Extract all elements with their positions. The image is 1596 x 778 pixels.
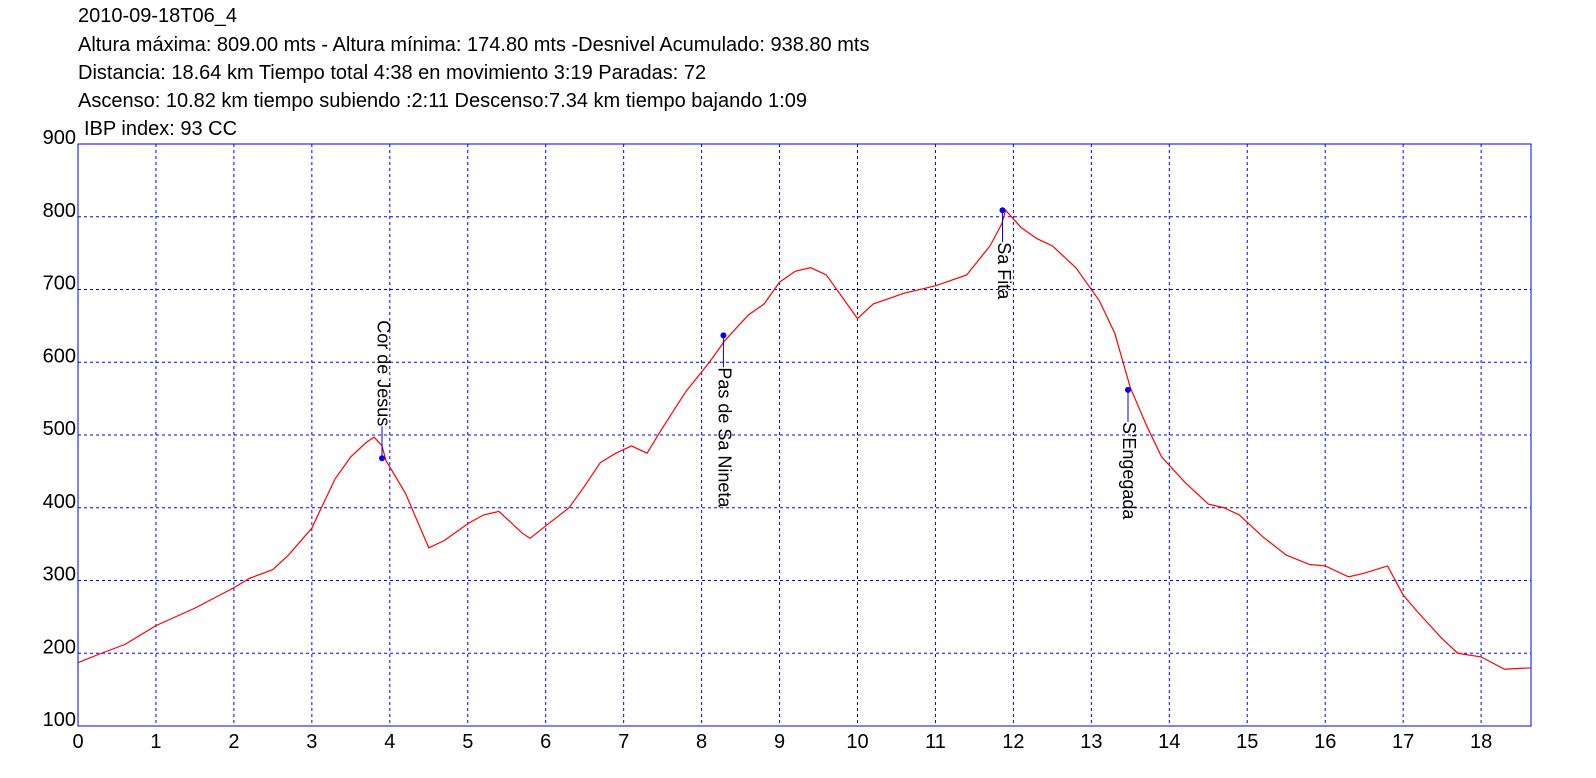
chart-title: 2010-09-18T06_4 <box>78 5 237 27</box>
chart-subtitle: Altura máxima: 809.00 mts - Altura mínim… <box>78 34 869 56</box>
y-tick-label: 100 <box>43 709 76 731</box>
y-tick-label: 800 <box>43 200 76 222</box>
y-tick-label: 400 <box>43 491 76 513</box>
annotation: IBP index: 93 CC <box>84 118 237 140</box>
y-tick-label: 900 <box>43 127 76 149</box>
x-tick-label: 10 <box>846 731 868 753</box>
x-tick-label: 3 <box>306 731 317 753</box>
y-tick-label: 200 <box>43 636 76 658</box>
waypoint-label: Pas de Sa Nineta <box>715 367 735 508</box>
x-tick-label: 16 <box>1314 731 1336 753</box>
y-tick-label: 700 <box>43 273 76 295</box>
x-tick-label: 13 <box>1080 731 1102 753</box>
y-tick-label: 300 <box>43 564 76 586</box>
x-tick-label: 6 <box>540 731 551 753</box>
elevation-line <box>77 208 1532 670</box>
waypoint-dot <box>999 207 1006 214</box>
waypoint-dot <box>379 455 386 462</box>
chart-subtitle: Distancia: 18.64 km Tiempo total 4:38 en… <box>78 62 706 84</box>
x-tick-label: 17 <box>1392 731 1414 753</box>
y-tick-label: 600 <box>43 345 76 367</box>
x-tick-label: 9 <box>774 731 785 753</box>
waypoint-label: Sa Fita <box>994 242 1014 300</box>
waypoint-label: Cor de Jesus <box>373 320 393 426</box>
x-tick-label: 0 <box>72 731 83 753</box>
waypoint-dot <box>1124 386 1131 393</box>
waypoint-dot <box>720 332 727 339</box>
x-tick-label: 1 <box>150 731 161 753</box>
chart-subtitle: Ascenso: 10.82 km tiempo subiendo :2:11 … <box>78 90 807 112</box>
x-tick-label: 12 <box>1002 731 1024 753</box>
x-tick-label: 4 <box>384 731 395 753</box>
x-tick-label: 2 <box>228 731 239 753</box>
x-tick-label: 5 <box>462 731 473 753</box>
waypoint-label: S'Engegada <box>1119 422 1139 521</box>
x-tick-label: 18 <box>1470 731 1492 753</box>
x-tick-label: 11 <box>925 731 946 753</box>
x-tick-label: 8 <box>696 731 707 753</box>
plot-border <box>77 143 1532 727</box>
x-tick-label: 15 <box>1236 731 1258 753</box>
y-tick-label: 500 <box>43 418 76 440</box>
x-tick-label: 14 <box>1158 731 1180 753</box>
x-tick-label: 7 <box>618 731 629 753</box>
